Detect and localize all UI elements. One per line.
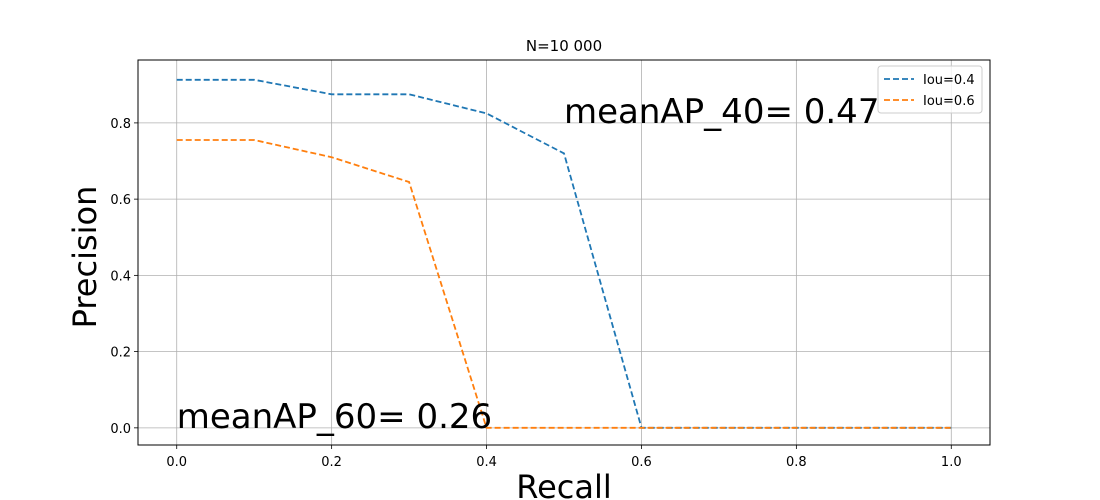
y-tick-label: 0.8 bbox=[110, 117, 131, 132]
x-tick-label: 0.6 bbox=[631, 455, 652, 470]
axis-ticks: 0.0 0.2 0.4 0.6 0.8 1.0 0.0 0.2 0.4 0.6 0.8 bbox=[110, 117, 961, 470]
grid bbox=[138, 60, 990, 445]
series-line-1 bbox=[176, 78, 952, 429]
annotation-meanap: meanAP_60= 0.26 bbox=[177, 397, 492, 437]
y-axis-label: Precision bbox=[66, 186, 104, 329]
plot-frame bbox=[137, 59, 991, 446]
legend-label: Iou=0.6 bbox=[923, 94, 975, 109]
x-tick-label: 0.2 bbox=[321, 455, 342, 470]
x-tick-label: 0.0 bbox=[166, 455, 187, 470]
y-tick-label: 0.6 bbox=[110, 193, 131, 208]
legend-box bbox=[877, 65, 983, 114]
y-tick-label: 0.2 bbox=[110, 346, 131, 361]
annotation-meanap: meanAP_40= 0.47 bbox=[564, 92, 879, 132]
series-line-2 bbox=[176, 139, 952, 429]
legend-label: Iou=0.4 bbox=[923, 73, 975, 88]
x-axis-label: Recall bbox=[516, 468, 611, 500]
x-tick-label: 0.4 bbox=[476, 455, 497, 470]
series-lines bbox=[176, 78, 952, 429]
annotations: meanAP_40= 0.47 meanAP_60= 0.26 bbox=[177, 92, 880, 437]
chart-title: N=10 000 bbox=[526, 37, 602, 55]
x-tick-label: 0.8 bbox=[786, 455, 807, 470]
x-tick-label: 1.0 bbox=[941, 455, 962, 470]
y-tick-label: 0.4 bbox=[110, 269, 131, 284]
y-tick-label: 0.0 bbox=[110, 422, 131, 437]
legend: Iou=0.4 Iou=0.6 bbox=[877, 65, 983, 114]
